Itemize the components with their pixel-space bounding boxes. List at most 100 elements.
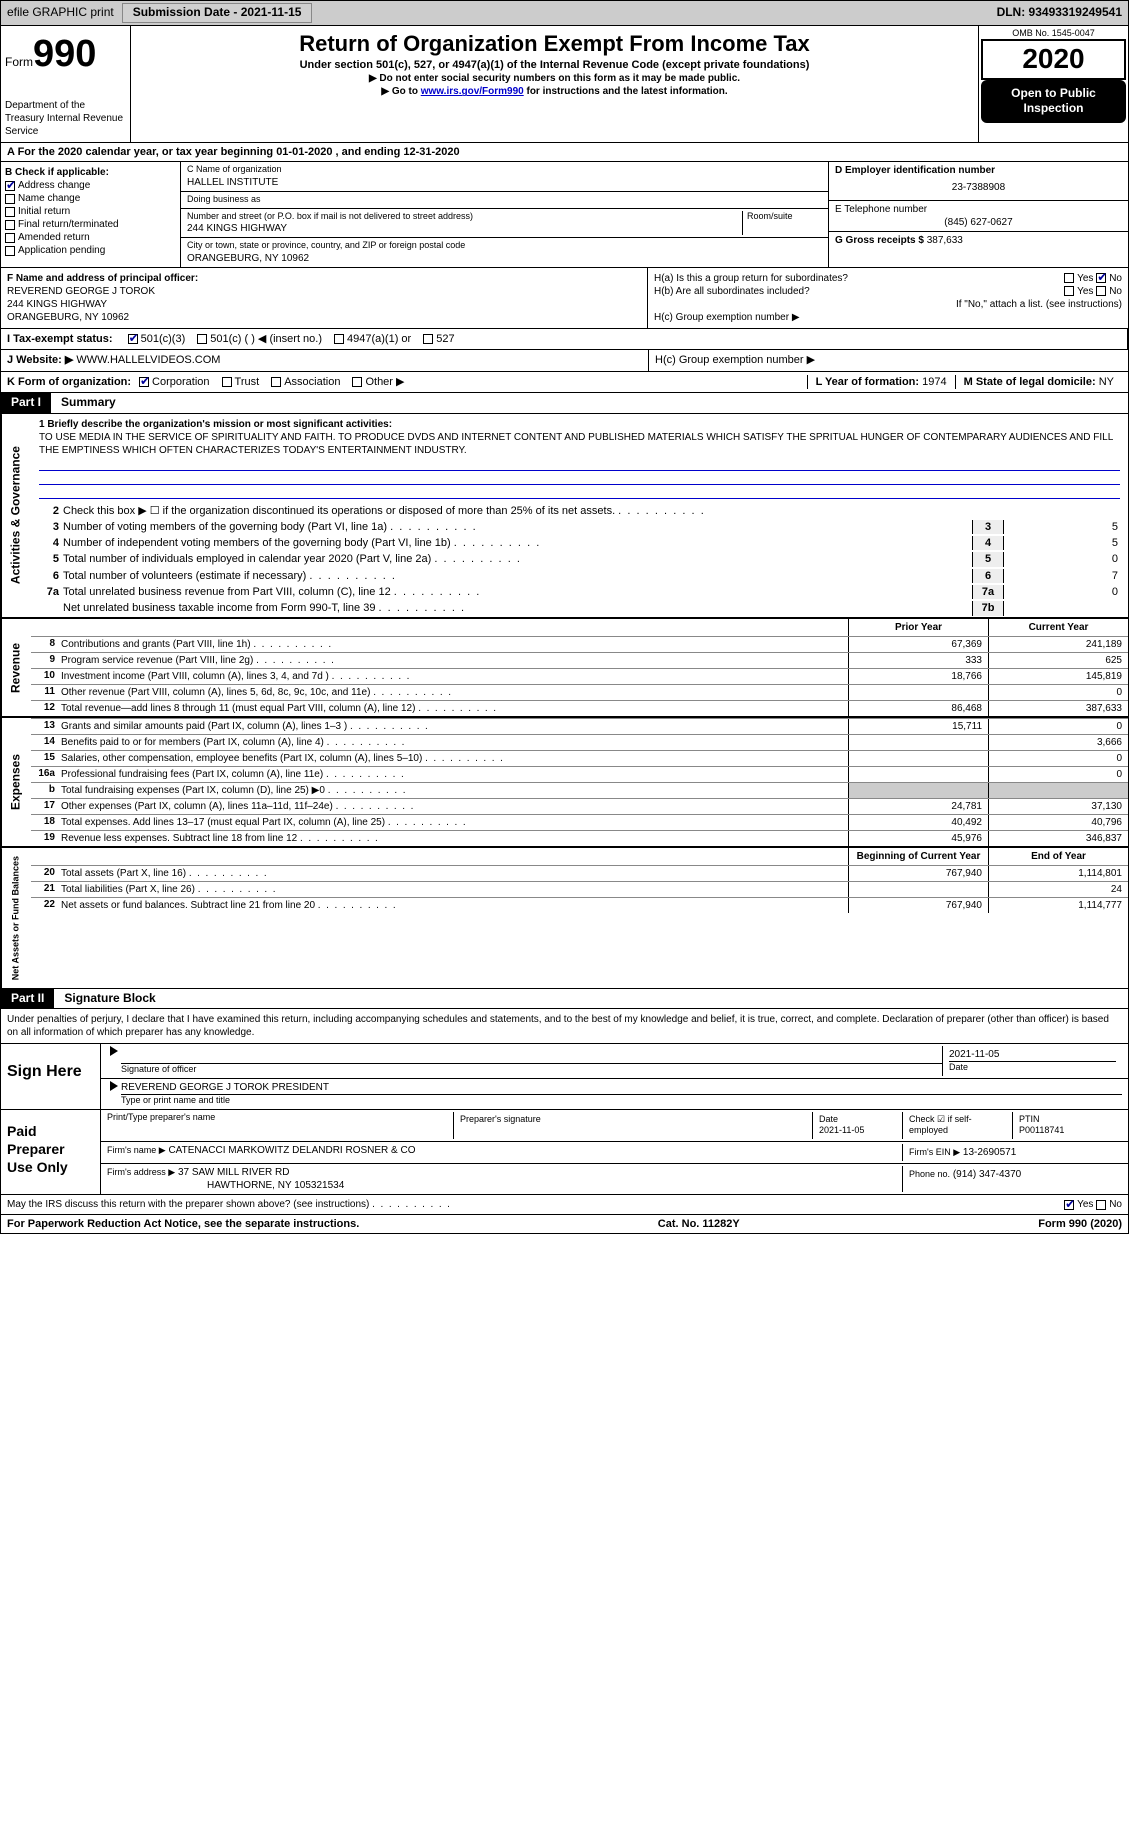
- boxb-item[interactable]: Initial return: [5, 205, 176, 218]
- line-value: 0: [1004, 552, 1124, 566]
- officer-addr1: 244 KINGS HIGHWAY: [7, 298, 641, 311]
- form-number: 990: [33, 33, 96, 75]
- summary-line: 4Number of independent voting members of…: [31, 535, 1128, 551]
- prior-year-value: 45,976: [848, 831, 988, 846]
- checkbox-icon[interactable]: [139, 377, 149, 387]
- tax-status-option[interactable]: 527: [423, 333, 454, 345]
- top-toolbar: efile GRAPHIC print Submission Date - 20…: [0, 0, 1129, 26]
- table-row: bTotal fundraising expenses (Part IX, co…: [31, 782, 1128, 798]
- line-desc: Total revenue—add lines 8 through 11 (mu…: [59, 701, 848, 716]
- box-c: C Name of organization HALLEL INSTITUTE …: [181, 162, 828, 267]
- summary-line: 2Check this box ▶ ☐ if the organization …: [31, 503, 1128, 519]
- line-number: 4: [35, 536, 63, 550]
- line-desc: Other expenses (Part IX, column (A), lin…: [59, 799, 848, 814]
- tax-year-text: A For the 2020 calendar year, or tax yea…: [7, 146, 460, 158]
- firm-name-val: CATENACCI MARKOWITZ DELANDRI ROSNER & CO: [168, 1145, 415, 1156]
- line-box: 3: [972, 520, 1004, 534]
- line-number: 12: [31, 701, 59, 716]
- checkbox-icon[interactable]: [5, 181, 15, 191]
- sign-name: REVEREND GEORGE J TOROK PRESIDENT: [121, 1081, 1122, 1095]
- checkbox-icon[interactable]: [5, 220, 15, 230]
- hc-label2: H(c) Group exemption number ▶: [655, 354, 815, 366]
- checkbox-icon[interactable]: [5, 194, 15, 204]
- current-year-value: 0: [988, 719, 1128, 734]
- line-desc: Other revenue (Part VIII, column (A), li…: [59, 685, 848, 700]
- org-form-option[interactable]: Trust: [222, 376, 260, 388]
- sign-name-label: Type or print name and title: [121, 1095, 1122, 1107]
- website-value: WWW.HALLELVIDEOS.COM: [76, 354, 220, 366]
- org-form-option[interactable]: Corporation: [139, 376, 209, 388]
- mission-label: 1 Briefly describe the organization's mi…: [39, 418, 1120, 431]
- form-hint2: ▶ Go to www.irs.gov/Form990 for instruct…: [139, 85, 970, 98]
- boxb-item[interactable]: Application pending: [5, 244, 176, 257]
- tax-year-row: A For the 2020 calendar year, or tax yea…: [0, 143, 1129, 162]
- ha-answer: Yes No: [1064, 272, 1122, 285]
- line-box: 7b: [972, 601, 1004, 615]
- org-form-option[interactable]: Other ▶: [352, 376, 404, 388]
- line-box: 5: [972, 552, 1004, 566]
- tax-status-option[interactable]: 501(c) ( ) ◀ (insert no.): [197, 333, 322, 345]
- current-year-value: 0: [988, 685, 1128, 700]
- checkbox-icon[interactable]: [5, 246, 15, 256]
- boxb-item[interactable]: Amended return: [5, 231, 176, 244]
- org-form-option[interactable]: Association: [271, 376, 340, 388]
- checkbox-icon[interactable]: [128, 334, 138, 344]
- line-desc: Total assets (Part X, line 16): [59, 866, 848, 881]
- firm-addr-val: 37 SAW MILL RIVER RD: [178, 1167, 290, 1178]
- signature-block: Under penalties of perjury, I declare th…: [0, 1009, 1129, 1215]
- current-year-value: 346,837: [988, 831, 1128, 846]
- row-fh: F Name and address of principal officer:…: [0, 268, 1129, 329]
- table-row: 21Total liabilities (Part X, line 26)24: [31, 881, 1128, 897]
- line-desc: Total liabilities (Part X, line 26): [59, 882, 848, 897]
- prior-year-value: 333: [848, 653, 988, 668]
- l-label: L Year of formation:: [816, 376, 920, 388]
- line-desc: Number of voting members of the governin…: [63, 520, 972, 534]
- checkbox-icon[interactable]: [197, 334, 207, 344]
- table-row: 17Other expenses (Part IX, column (A), l…: [31, 798, 1128, 814]
- table-row: 22Net assets or fund balances. Subtract …: [31, 897, 1128, 913]
- boxb-item[interactable]: Final return/terminated: [5, 218, 176, 231]
- line-box: 6: [972, 569, 1004, 583]
- checkbox-icon[interactable]: [271, 377, 281, 387]
- line-desc: Grants and similar amounts paid (Part IX…: [59, 719, 848, 734]
- prep-date-val: 2021-11-05: [819, 1125, 864, 1135]
- current-year-value: 3,666: [988, 735, 1128, 750]
- prior-year-value: 767,940: [848, 866, 988, 881]
- checkbox-icon[interactable]: [5, 233, 15, 243]
- current-year-value: 387,633: [988, 701, 1128, 716]
- boxb-item[interactable]: Address change: [5, 179, 176, 192]
- line-desc: Benefits paid to or for members (Part IX…: [59, 735, 848, 750]
- sign-here-label: Sign Here: [1, 1044, 101, 1108]
- line-desc: Revenue less expenses. Subtract line 18 …: [59, 831, 848, 846]
- submission-date-button[interactable]: Submission Date - 2021-11-15: [122, 3, 313, 23]
- prep-selfemp: Check ☑ if self-employed: [902, 1112, 1012, 1139]
- prior-year-hdr: Prior Year: [848, 619, 988, 636]
- phone-value: (845) 627-0627: [835, 216, 1122, 229]
- prior-year-value: 767,940: [848, 898, 988, 913]
- prior-year-value: [848, 751, 988, 766]
- form990-link[interactable]: www.irs.gov/Form990: [421, 86, 524, 97]
- header-center: Return of Organization Exempt From Incom…: [131, 26, 978, 142]
- table-row: 12Total revenue—add lines 8 through 11 (…: [31, 700, 1128, 716]
- boxb-item[interactable]: Name change: [5, 192, 176, 205]
- summary-line: 3Number of voting members of the governi…: [31, 519, 1128, 535]
- checkbox-icon[interactable]: [334, 334, 344, 344]
- netassets-section: Net Assets or Fund Balances Beginning of…: [0, 847, 1129, 989]
- checkbox-icon[interactable]: [5, 207, 15, 217]
- officer-name: REVEREND GEORGE J TOROK: [7, 285, 641, 298]
- tax-status-option[interactable]: 4947(a)(1) or: [334, 333, 411, 345]
- line-desc: Number of independent voting members of …: [63, 536, 972, 550]
- efile-label: efile GRAPHIC print: [7, 5, 114, 21]
- prior-year-value: 24,781: [848, 799, 988, 814]
- checkbox-icon[interactable]: [352, 377, 362, 387]
- org-name: HALLEL INSTITUTE: [187, 176, 822, 189]
- c-city-label: City or town, state or province, country…: [187, 240, 822, 252]
- checkbox-icon[interactable]: [222, 377, 232, 387]
- tax-status-option[interactable]: 501(c)(3): [128, 333, 186, 345]
- firm-phone-val: (914) 347-4370: [953, 1169, 1021, 1180]
- checkbox-icon[interactable]: [423, 334, 433, 344]
- boxb-item-label: Amended return: [18, 232, 90, 243]
- header-right: OMB No. 1545-0047 2020 Open to Public In…: [978, 26, 1128, 142]
- boxb-item-label: Final return/terminated: [18, 219, 119, 230]
- line-number: 22: [31, 898, 59, 913]
